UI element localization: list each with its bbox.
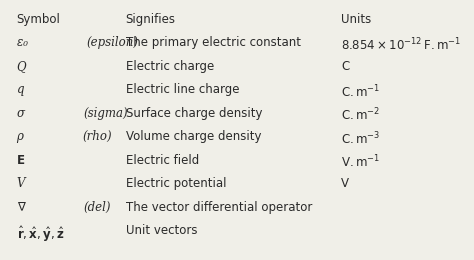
Text: Electric charge: Electric charge	[126, 60, 214, 73]
Text: $\mathrm{V.m}^{-1}$: $\mathrm{V.m}^{-1}$	[341, 154, 380, 170]
Text: (del): (del)	[84, 201, 111, 214]
Text: $\hat{\mathbf{r}}, \hat{\mathbf{x}}, \hat{\mathbf{y}}, \hat{\mathbf{z}}$: $\hat{\mathbf{r}}, \hat{\mathbf{x}}, \ha…	[17, 224, 64, 244]
Text: ρ: ρ	[17, 130, 27, 143]
Text: Electric potential: Electric potential	[126, 177, 226, 190]
Text: ∇: ∇	[17, 201, 28, 214]
Text: Symbol: Symbol	[17, 13, 61, 26]
Text: (rho): (rho)	[83, 130, 112, 143]
Text: The vector differential operator: The vector differential operator	[126, 201, 312, 214]
Text: $\mathrm{C.m}^{-3}$: $\mathrm{C.m}^{-3}$	[341, 130, 381, 147]
Text: σ: σ	[17, 107, 28, 120]
Text: Electric field: Electric field	[126, 154, 199, 167]
Text: E: E	[17, 154, 25, 167]
Text: $\mathrm{C.m}^{-1}$: $\mathrm{C.m}^{-1}$	[341, 83, 381, 100]
Text: Electric line charge: Electric line charge	[126, 83, 239, 96]
Text: $\mathrm{C.m}^{-2}$: $\mathrm{C.m}^{-2}$	[341, 107, 381, 124]
Text: V: V	[341, 177, 349, 190]
Text: Surface charge density: Surface charge density	[126, 107, 262, 120]
Text: $8.854 \times 10^{-12}\,\mathrm{F.m}^{-1}$: $8.854 \times 10^{-12}\,\mathrm{F.m}^{-1…	[341, 36, 461, 53]
Text: Units: Units	[341, 13, 372, 26]
Text: Signifies: Signifies	[126, 13, 175, 26]
Text: (epsilon): (epsilon)	[87, 36, 139, 49]
Text: ε₀: ε₀	[17, 36, 31, 49]
Text: (sigma): (sigma)	[84, 107, 128, 120]
Text: Unit vectors: Unit vectors	[126, 224, 197, 237]
Text: C: C	[341, 60, 349, 73]
Text: q: q	[17, 83, 24, 96]
Text: Volume charge density: Volume charge density	[126, 130, 261, 143]
Text: V: V	[17, 177, 25, 190]
Text: The primary electric constant: The primary electric constant	[126, 36, 301, 49]
Text: Q: Q	[17, 60, 26, 73]
